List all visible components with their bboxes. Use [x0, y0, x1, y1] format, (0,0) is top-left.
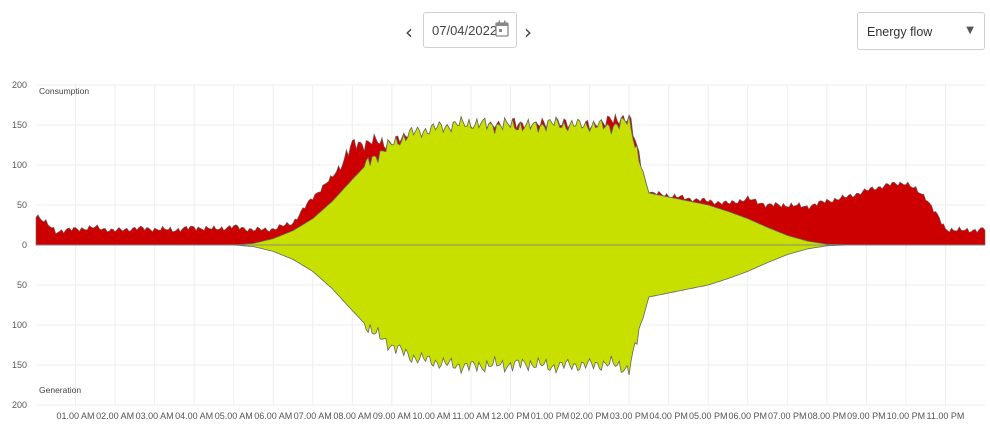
- y-tick-label: 150: [12, 360, 27, 370]
- y-tick-label: 200: [12, 80, 27, 90]
- view-select[interactable]: Energy flow ▼: [857, 12, 985, 50]
- y-tick-label: 100: [12, 320, 27, 330]
- solar-consumption-area: [36, 114, 985, 246]
- consumption-axis-title: Consumption: [39, 86, 89, 96]
- x-tick-label: 07.00 PM: [768, 411, 807, 421]
- x-tick-label: 04.00 PM: [649, 411, 688, 421]
- x-tick-label: 12.00 PM: [491, 411, 530, 421]
- x-tick-label: 05.00 PM: [689, 411, 728, 421]
- x-tick-label: 10.00 AM: [412, 411, 450, 421]
- toolbar: ‹ 07/04/2022 › Energy flow ▼: [0, 0, 990, 60]
- x-tick-label: 02.00 PM: [570, 411, 609, 421]
- y-tick-label: 50: [17, 200, 27, 210]
- y-tick-label: 50: [17, 280, 27, 290]
- x-tick-label: 06.00 PM: [728, 411, 767, 421]
- x-tick-label: 02.00 AM: [96, 411, 134, 421]
- y-tick-label: 200: [12, 400, 27, 410]
- generation-area: [36, 244, 985, 376]
- y-tick-label: 100: [12, 160, 27, 170]
- generation-axis-title: Generation: [39, 385, 81, 395]
- x-tick-label: 03.00 PM: [610, 411, 649, 421]
- x-tick-label: 09.00 PM: [847, 411, 886, 421]
- x-tick-label: 06.00 AM: [254, 411, 292, 421]
- date-picker[interactable]: 07/04/2022: [423, 12, 517, 48]
- x-tick-label: 11.00 AM: [452, 411, 489, 421]
- x-tick-label: 08.00 PM: [808, 411, 847, 421]
- x-tick-label: 01.00 AM: [57, 411, 95, 421]
- view-select-value: Energy flow: [867, 25, 933, 39]
- x-tick-label: 07.00 AM: [294, 411, 332, 421]
- chevron-right-icon[interactable]: ›: [524, 20, 532, 44]
- x-tick-label: 10.00 PM: [887, 411, 926, 421]
- x-tick-label: 09.00 AM: [373, 411, 411, 421]
- chevron-left-icon[interactable]: ‹: [405, 20, 413, 44]
- x-tick-label: 04.00 AM: [175, 411, 213, 421]
- x-tick-label: 03.00 AM: [136, 411, 174, 421]
- caret-down-icon: ▼: [966, 25, 974, 36]
- x-tick-label: 08.00 AM: [333, 411, 371, 421]
- y-tick-label: 150: [12, 120, 27, 130]
- date-field-value[interactable]: 07/04/2022: [432, 23, 498, 38]
- x-tick-label: 05.00 AM: [215, 411, 253, 421]
- x-tick-label: 11.00 PM: [927, 411, 965, 421]
- x-tick-label: 01.00 PM: [531, 411, 570, 421]
- y-tick-label: 0: [22, 240, 27, 250]
- calendar-icon[interactable]: [495, 20, 509, 38]
